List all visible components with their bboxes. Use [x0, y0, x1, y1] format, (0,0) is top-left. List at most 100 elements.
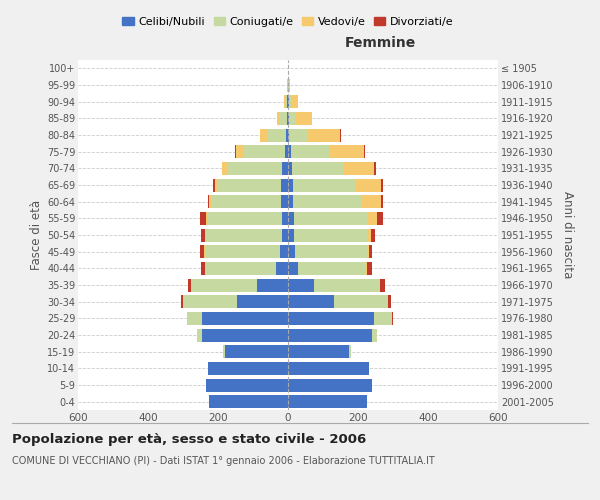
Bar	[372, 328, 377, 342]
Bar	[208, 362, 288, 375]
Bar	[205, 245, 280, 258]
Bar	[379, 278, 380, 291]
Bar	[282, 162, 288, 175]
Bar	[202, 312, 288, 325]
Bar	[214, 178, 215, 192]
Bar	[349, 345, 351, 358]
Bar	[225, 345, 288, 358]
Bar	[307, 128, 340, 141]
Bar	[289, 112, 295, 125]
Bar	[206, 212, 208, 225]
Bar	[293, 178, 355, 192]
Bar	[208, 212, 282, 225]
Bar	[381, 195, 383, 208]
Bar	[237, 295, 288, 308]
Bar	[201, 228, 205, 241]
Bar	[343, 162, 374, 175]
Bar	[288, 128, 289, 141]
Bar	[377, 212, 383, 225]
Bar	[200, 212, 206, 225]
Bar	[208, 195, 209, 208]
Bar	[288, 295, 334, 308]
Bar	[192, 278, 257, 291]
Bar	[364, 145, 365, 158]
Bar	[215, 178, 218, 192]
Bar	[368, 245, 372, 258]
Bar	[361, 195, 381, 208]
Bar	[288, 212, 295, 225]
Bar	[284, 95, 287, 108]
Bar	[288, 328, 372, 342]
Bar	[284, 145, 288, 158]
Bar	[280, 245, 288, 258]
Bar	[380, 278, 385, 291]
Bar	[295, 245, 367, 258]
Bar	[286, 128, 288, 141]
Bar	[267, 128, 286, 141]
Bar	[288, 362, 368, 375]
Bar	[183, 295, 237, 308]
Bar	[202, 328, 288, 342]
Bar	[282, 212, 288, 225]
Bar	[368, 212, 377, 225]
Bar	[281, 195, 288, 208]
Bar	[200, 245, 205, 258]
Bar	[211, 195, 281, 208]
Bar	[260, 128, 267, 141]
Bar	[289, 78, 290, 92]
Bar	[288, 278, 314, 291]
Bar	[181, 295, 183, 308]
Bar	[314, 278, 379, 291]
Bar	[280, 112, 287, 125]
Bar	[206, 228, 282, 241]
Text: Femmine: Femmine	[345, 36, 416, 50]
Bar	[227, 162, 282, 175]
Bar	[277, 112, 280, 125]
Bar	[293, 195, 361, 208]
Bar	[298, 262, 366, 275]
Bar	[235, 145, 244, 158]
Bar	[209, 195, 211, 208]
Bar	[295, 212, 368, 225]
Bar	[206, 378, 288, 392]
Bar	[288, 262, 298, 275]
Bar	[288, 95, 289, 108]
Bar	[287, 95, 288, 108]
Bar	[201, 262, 205, 275]
Bar	[287, 112, 288, 125]
Bar	[205, 228, 206, 241]
Bar	[223, 345, 225, 358]
Bar	[340, 128, 341, 141]
Bar	[295, 228, 368, 241]
Bar	[288, 145, 291, 158]
Bar	[366, 262, 367, 275]
Text: Popolazione per età, sesso e stato civile - 2006: Popolazione per età, sesso e stato civil…	[12, 432, 366, 446]
Text: COMUNE DI VECCHIANO (PI) - Dati ISTAT 1° gennaio 2006 - Elaborazione TUTTITALIA.: COMUNE DI VECCHIANO (PI) - Dati ISTAT 1°…	[12, 456, 435, 466]
Bar	[288, 178, 293, 192]
Legend: Celibi/Nubili, Coniugati/e, Vedovi/e, Divorziati/e: Celibi/Nubili, Coniugati/e, Vedovi/e, Di…	[122, 16, 454, 26]
Bar	[368, 228, 371, 241]
Bar	[391, 312, 392, 325]
Bar	[289, 128, 307, 141]
Bar	[288, 112, 289, 125]
Bar	[288, 395, 367, 408]
Bar	[334, 295, 388, 308]
Bar	[288, 228, 295, 241]
Bar	[222, 162, 227, 175]
Bar	[206, 262, 276, 275]
Bar	[281, 178, 288, 192]
Bar	[295, 112, 312, 125]
Bar	[355, 178, 381, 192]
Bar	[197, 328, 202, 342]
Bar	[371, 228, 375, 241]
Bar	[374, 312, 391, 325]
Bar	[218, 178, 281, 192]
Bar	[289, 95, 292, 108]
Bar	[292, 162, 343, 175]
Bar	[209, 395, 288, 408]
Bar	[288, 345, 349, 358]
Bar	[191, 278, 192, 291]
Bar	[288, 312, 374, 325]
Bar	[381, 178, 383, 192]
Bar	[288, 378, 372, 392]
